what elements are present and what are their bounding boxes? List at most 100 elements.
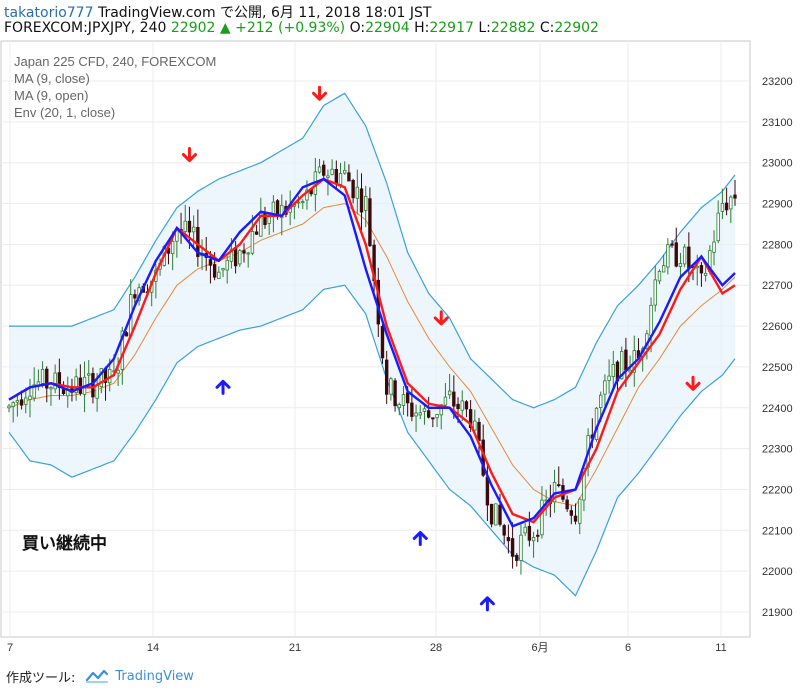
legend-ma-open[interactable]: MA (9, open) <box>14 88 88 103</box>
publish-info: TradingView.com で公開, 6月 11, 2018 18:01 J… <box>97 5 432 21</box>
candle-82 <box>351 178 355 204</box>
candle-3 <box>19 390 24 410</box>
candle-85 <box>364 185 368 228</box>
x-tick-2: 21 <box>289 642 301 654</box>
y-tick-9: 22800 <box>762 239 793 251</box>
candle-17 <box>78 364 83 396</box>
candle-142 <box>603 374 607 407</box>
y-tick-7: 22600 <box>762 321 793 333</box>
header-publish-line: takatorio777 TradingView.com で公開, 6月 11,… <box>4 2 431 22</box>
candle-body <box>53 372 57 390</box>
candle-body <box>477 421 481 442</box>
candle-102 <box>435 414 439 427</box>
author-name[interactable]: takatorio777 <box>4 5 94 21</box>
x-tick-0: 7 <box>7 642 13 654</box>
price-change: +212 (+0.93%) <box>235 20 346 36</box>
candle-body <box>573 515 578 522</box>
candle-160 <box>678 252 683 279</box>
candle-body <box>473 420 477 431</box>
candle-body <box>95 385 99 399</box>
candle-body <box>334 169 339 184</box>
candle-body <box>364 195 368 211</box>
candle-body <box>280 204 284 219</box>
candle-body <box>246 252 250 255</box>
candle-body <box>24 397 28 405</box>
candle-body <box>536 534 540 537</box>
envelope-mid-line <box>8 202 736 507</box>
signal-arrow-up-5 <box>412 530 428 546</box>
legend-envelope[interactable]: Env (20, 1, close) <box>14 105 115 120</box>
y-tick-1: 22000 <box>762 566 793 578</box>
candle-83 <box>355 169 360 215</box>
candle-body <box>720 202 725 212</box>
envelope-lower-line <box>8 284 736 597</box>
candle-74 <box>317 158 322 174</box>
candle-body <box>78 377 83 394</box>
signal-arrow-down-3 <box>685 375 701 391</box>
candle-body <box>582 468 586 501</box>
candle-104 <box>443 383 448 407</box>
y-tick-6: 22500 <box>762 362 793 374</box>
candle-56 <box>242 243 246 263</box>
candle-body <box>624 349 628 371</box>
candle-body <box>7 405 11 409</box>
x-tick-5: 6 <box>625 642 631 654</box>
x-tick-3: 28 <box>430 642 442 654</box>
candle-body <box>15 400 20 403</box>
candle-body <box>45 368 49 389</box>
candle-108 <box>460 390 464 422</box>
candle-body <box>620 351 624 380</box>
candle-body <box>557 484 561 487</box>
candle-134 <box>569 505 574 525</box>
candle-body <box>607 375 611 381</box>
y-tick-8: 22700 <box>762 280 793 292</box>
candle-124 <box>527 511 532 547</box>
candle-body <box>703 272 708 276</box>
price-chart[interactable]: 21900 22000 22100 22200 22300 22400 22500 22600… <box>0 40 804 658</box>
candle-body <box>569 510 574 516</box>
candle-body <box>661 265 666 273</box>
candle-body <box>393 380 397 407</box>
candle-161 <box>682 243 687 268</box>
candle-119 <box>506 524 511 554</box>
candle-body <box>733 194 737 199</box>
candle-body <box>699 265 704 274</box>
legend-ma-close[interactable]: MA (9, close) <box>14 71 90 86</box>
candle-body <box>670 243 674 246</box>
candle-body <box>426 410 431 418</box>
tradingview-link[interactable]: TradingView <box>115 668 194 684</box>
ma-close-line <box>8 177 736 528</box>
candle-body <box>49 387 53 390</box>
legend-title: Japan 225 CFD, 240, FOREXCOM <box>14 54 216 69</box>
time-axis[interactable]: 7 14 21 28 6月 6 11 <box>7 642 727 654</box>
candle-109 <box>464 400 469 418</box>
candle-body <box>11 402 15 407</box>
candle-133 <box>565 495 569 512</box>
ma-open-line <box>8 177 736 524</box>
candle-body <box>666 244 670 268</box>
candle-94 <box>401 386 406 415</box>
price-axis[interactable]: 21900 22000 22100 22200 22300 22400 22500 22600… <box>762 76 793 619</box>
candle-99 <box>422 405 427 425</box>
candle-body <box>422 408 427 412</box>
tradingview-logo-icon <box>86 669 109 683</box>
candle-body <box>242 250 246 254</box>
candle-157 <box>666 238 670 275</box>
y-tick-4: 22300 <box>762 444 793 456</box>
candle-98 <box>418 405 422 420</box>
candle-body <box>208 259 213 266</box>
candle-168 <box>712 230 716 266</box>
x-tick-1: 14 <box>147 642 159 654</box>
candle-body <box>170 240 175 254</box>
candle-body <box>565 499 569 510</box>
candle-body <box>414 412 418 417</box>
candle-111 <box>473 409 477 435</box>
candle-body <box>389 378 393 395</box>
candle-body <box>233 247 238 267</box>
candle-body <box>443 396 448 406</box>
candle-body <box>254 231 259 235</box>
candle-body <box>380 326 385 359</box>
candle-16 <box>74 368 78 401</box>
candle-body <box>682 246 687 265</box>
candle-body <box>447 390 452 396</box>
